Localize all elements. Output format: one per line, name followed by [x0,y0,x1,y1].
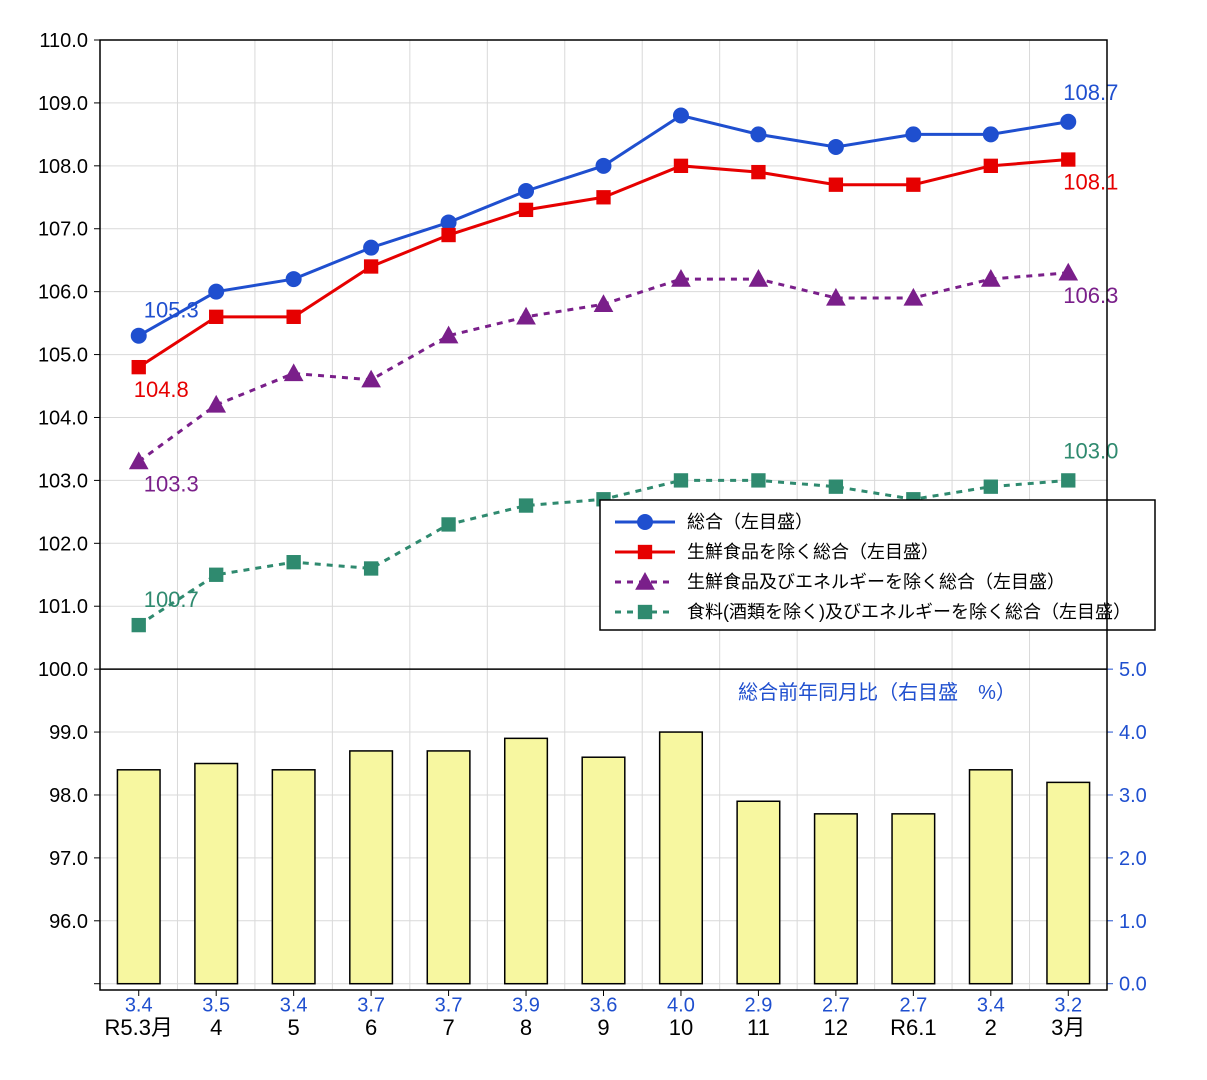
svg-text:3.0: 3.0 [1119,785,1147,807]
legend-label-ex_fresh_energy: 生鮮食品及びエネルギーを除く総合（左目盛） [687,572,1065,592]
start-label-ex_food_energy: 100.7 [144,587,199,612]
legend-label-sogo: 総合（左目盛） [687,512,813,532]
bar-value-label: 3.4 [125,995,153,1017]
svg-text:0.0: 0.0 [1119,974,1147,996]
svg-text:96.0: 96.0 [49,911,88,933]
bar [272,770,315,984]
bars-subtitle: 総合前年同月比（右目盛 %） [738,681,1016,704]
svg-text:101.0: 101.0 [38,596,88,618]
bar-value-label: 3.6 [590,995,618,1017]
x-label: 2 [985,1015,997,1040]
start-label-ex_fresh_energy: 103.3 [144,472,199,497]
bar-value-label: 3.7 [435,995,463,1017]
bar [1047,782,1090,983]
x-label: 3月 [1051,1015,1085,1040]
x-label: 8 [520,1015,532,1040]
chart-svg: 96.097.098.099.0100.0101.0102.0103.0104.… [20,20,1187,1060]
bar [505,738,548,983]
svg-text:100.0: 100.0 [38,659,88,681]
bar [117,770,160,984]
bar [427,751,470,984]
svg-text:1.0: 1.0 [1119,911,1147,933]
bar-value-label: 3.7 [357,995,385,1017]
start-label-sogo: 105.3 [144,298,199,323]
svg-text:98.0: 98.0 [49,785,88,807]
end-label-ex_food_energy: 103.0 [1063,438,1118,463]
legend-label-ex_fresh: 生鮮食品を除く総合（左目盛） [687,542,939,562]
end-label-sogo: 108.7 [1063,80,1118,105]
svg-text:4.0: 4.0 [1119,722,1147,744]
bar-value-label: 3.5 [202,995,230,1017]
bar [582,757,625,983]
x-label: 7 [442,1015,454,1040]
svg-text:103.0: 103.0 [38,470,88,492]
bar-value-label: 3.4 [977,995,1005,1017]
bar [737,801,780,983]
x-label: R5.3月 [104,1015,172,1040]
bar [195,764,238,984]
bar-value-label: 2.7 [822,995,850,1017]
bar [892,814,935,984]
x-label: 11 [747,1015,770,1040]
svg-text:104.0: 104.0 [38,407,88,429]
svg-text:102.0: 102.0 [38,533,88,555]
svg-text:105.0: 105.0 [38,345,88,367]
x-label: 6 [365,1015,377,1040]
bar [970,770,1013,984]
svg-text:109.0: 109.0 [38,93,88,115]
svg-text:2.0: 2.0 [1119,848,1147,870]
bar [660,732,703,984]
svg-text:97.0: 97.0 [49,848,88,870]
x-label: R6.1 [890,1015,936,1040]
bar-value-label: 3.4 [280,995,308,1017]
x-label: 5 [288,1015,300,1040]
svg-text:5.0: 5.0 [1119,659,1147,681]
end-label-ex_fresh_energy: 106.3 [1063,283,1118,308]
bar-value-label: 3.2 [1054,995,1082,1017]
end-label-ex_fresh: 108.1 [1063,170,1118,195]
bar-value-label: 3.9 [512,995,540,1017]
cpi-chart: 96.097.098.099.0100.0101.0102.0103.0104.… [20,20,1187,1060]
bar [815,814,858,984]
svg-text:108.0: 108.0 [38,156,88,178]
svg-text:106.0: 106.0 [38,282,88,304]
start-label-ex_fresh: 104.8 [134,377,189,402]
bar-value-label: 2.9 [745,995,773,1017]
svg-text:107.0: 107.0 [38,219,88,241]
svg-text:110.0: 110.0 [39,30,88,52]
bar-value-label: 2.7 [899,995,927,1017]
x-label: 12 [824,1015,848,1040]
bar-value-label: 4.0 [667,995,695,1017]
legend-label-ex_food_energy: 食料(酒類を除く)及びエネルギーを除く総合（左目盛） [687,602,1131,622]
svg-text:99.0: 99.0 [49,722,88,744]
x-label: 10 [669,1015,693,1040]
bar [350,751,393,984]
x-label: 4 [210,1015,222,1040]
x-label: 9 [597,1015,609,1040]
